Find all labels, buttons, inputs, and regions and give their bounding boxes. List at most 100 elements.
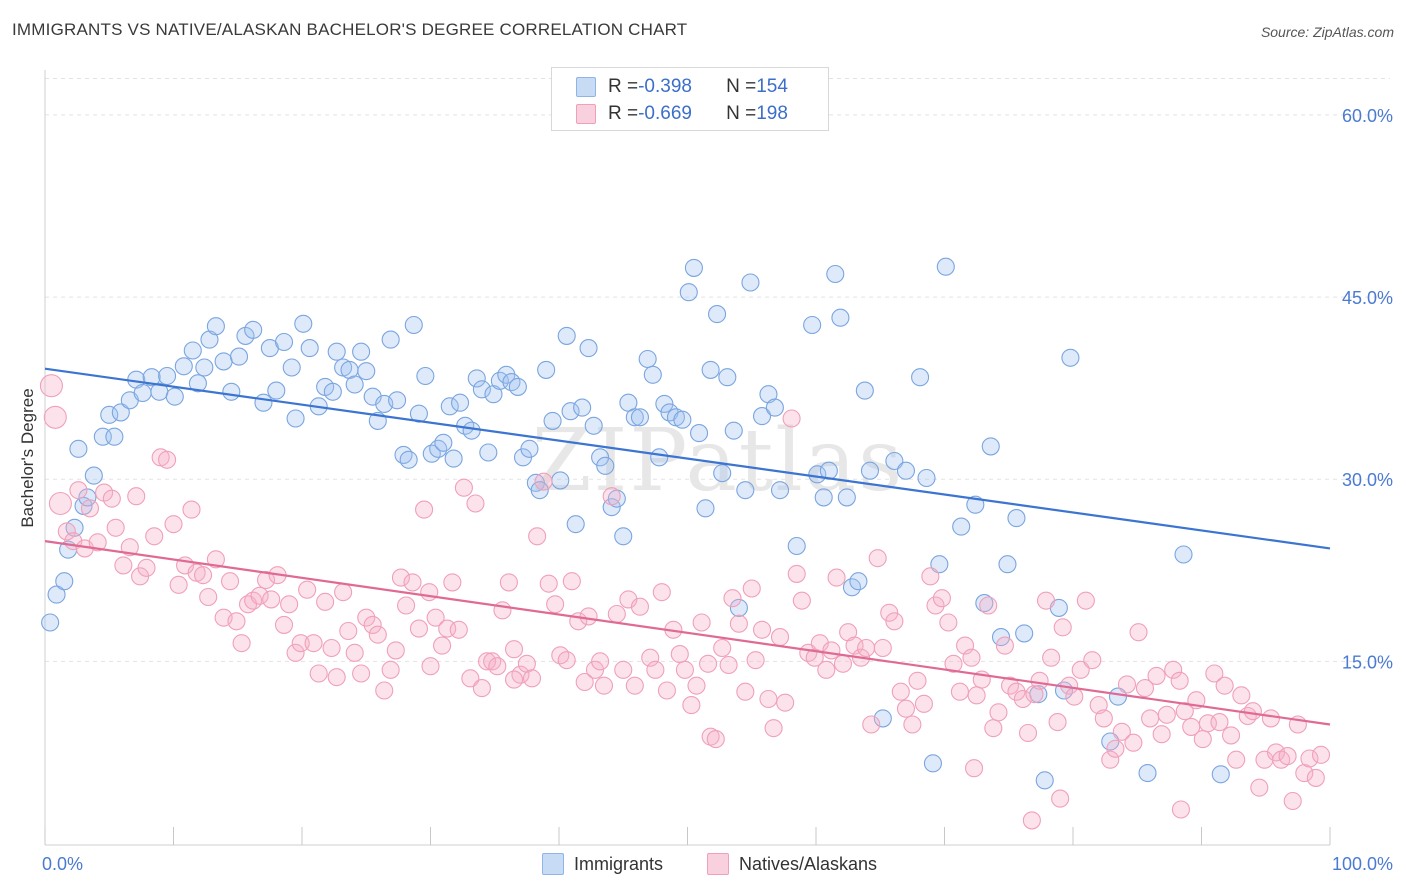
immigrants-point [300,339,319,358]
natives-point [1175,702,1194,721]
natives-point [984,719,1003,738]
immigrants-point [701,360,720,379]
natives-point [1215,676,1234,695]
immigrants-point [1007,509,1026,528]
source-label: Source: ZipAtlas.com [1260,24,1394,40]
immigrants-point [188,374,207,393]
natives-point [817,660,836,679]
natives-point [607,604,626,624]
immigrants-point [229,347,249,366]
natives-point [504,670,524,689]
natives-point [420,583,439,602]
legend-item-immigrants[interactable]: Immigrants [542,852,663,876]
natives-point [69,481,88,500]
natives-point [199,587,218,607]
immigrants-point [602,498,621,517]
natives-point [670,645,689,664]
n-label: N = [726,103,757,124]
natives-point [339,621,358,641]
chart-title: IMMIGRANTS VS NATIVE/ALASKAN BACHELOR'S … [12,20,688,39]
immigrants-point [440,397,459,416]
natives-point [466,494,485,513]
natives-point [438,619,457,638]
natives-point [932,589,951,608]
immigrants-point [591,448,610,467]
immigrants-point [655,394,674,413]
immigrants-point [787,536,806,556]
immigrants-point [690,424,709,443]
immigrants-point [537,360,556,379]
natives-point [857,638,876,658]
stats-row-natives: R = -0.669 N = 198 [552,101,788,127]
legend-item-natives[interactable]: Natives/Alaskans [707,852,877,876]
y-tick-label: 15.0% [1342,652,1393,672]
natives-point [1164,660,1183,679]
immigrants-point [142,368,161,387]
natives-point [220,572,240,591]
natives-point [742,579,761,598]
immigrants-point [770,481,790,500]
natives-point [1171,800,1190,819]
natives-point [1124,733,1143,752]
natives-point [1141,709,1160,728]
immigrants-point [551,471,570,490]
immigrants-point [679,283,698,302]
immigrants-swatch [576,77,596,97]
natives-point [397,596,416,615]
immigrants-point [998,555,1017,574]
natives-point [995,636,1014,655]
natives-point [114,556,133,575]
immigrants-point [158,366,177,386]
immigrants-point [286,409,305,428]
natives-point [822,641,841,660]
natives-point [614,660,633,679]
natives-point [752,620,772,639]
immigrants-point [724,421,743,440]
immigrants-point [736,481,755,500]
immigrants-point [638,349,657,369]
natives-point [1147,666,1166,685]
natives-point [539,574,558,593]
natives-point [137,558,156,577]
y-tick-label: 30.0% [1342,470,1393,490]
immigrants-point [741,273,760,292]
natives-point [327,668,346,687]
natives-swatch [576,104,596,124]
natives-point [1083,651,1102,670]
immigrants-point [78,488,97,507]
natives-point [1278,747,1297,766]
natives-point [256,570,276,590]
stats-row-immigrants: R = -0.398 N = 154 [552,74,788,100]
natives-point [1170,671,1189,690]
natives-point [483,652,502,671]
immigrants-point [614,527,633,546]
natives-point [375,681,394,700]
natives-point [477,652,497,671]
immigrants-points [41,257,1230,790]
natives-point [391,568,410,587]
natives-point [1222,726,1241,745]
natives-point [1129,623,1148,642]
immigrants-point [1211,765,1230,784]
natives-point [280,595,299,614]
natives-point [1232,686,1251,705]
natives-point [1022,811,1041,830]
immigrants-point [47,585,66,604]
immigrants-point [520,439,539,458]
immigrants-point [625,408,644,427]
immigrants-point [696,499,715,518]
natives-point [833,654,853,673]
x-tick-label: 100.0% [1332,854,1393,874]
immigrants-point [105,427,124,446]
natives-point [1135,679,1155,698]
n-value: 198 [756,103,788,124]
natives-point [499,573,518,592]
natives-point [1243,702,1262,721]
natives-point [206,550,225,569]
immigrants-point [573,398,592,417]
natives-point [1306,768,1325,787]
natives-point [102,489,121,508]
natives-point [1048,713,1067,732]
immigrants-point [41,613,60,632]
immigrants-point [206,317,225,336]
